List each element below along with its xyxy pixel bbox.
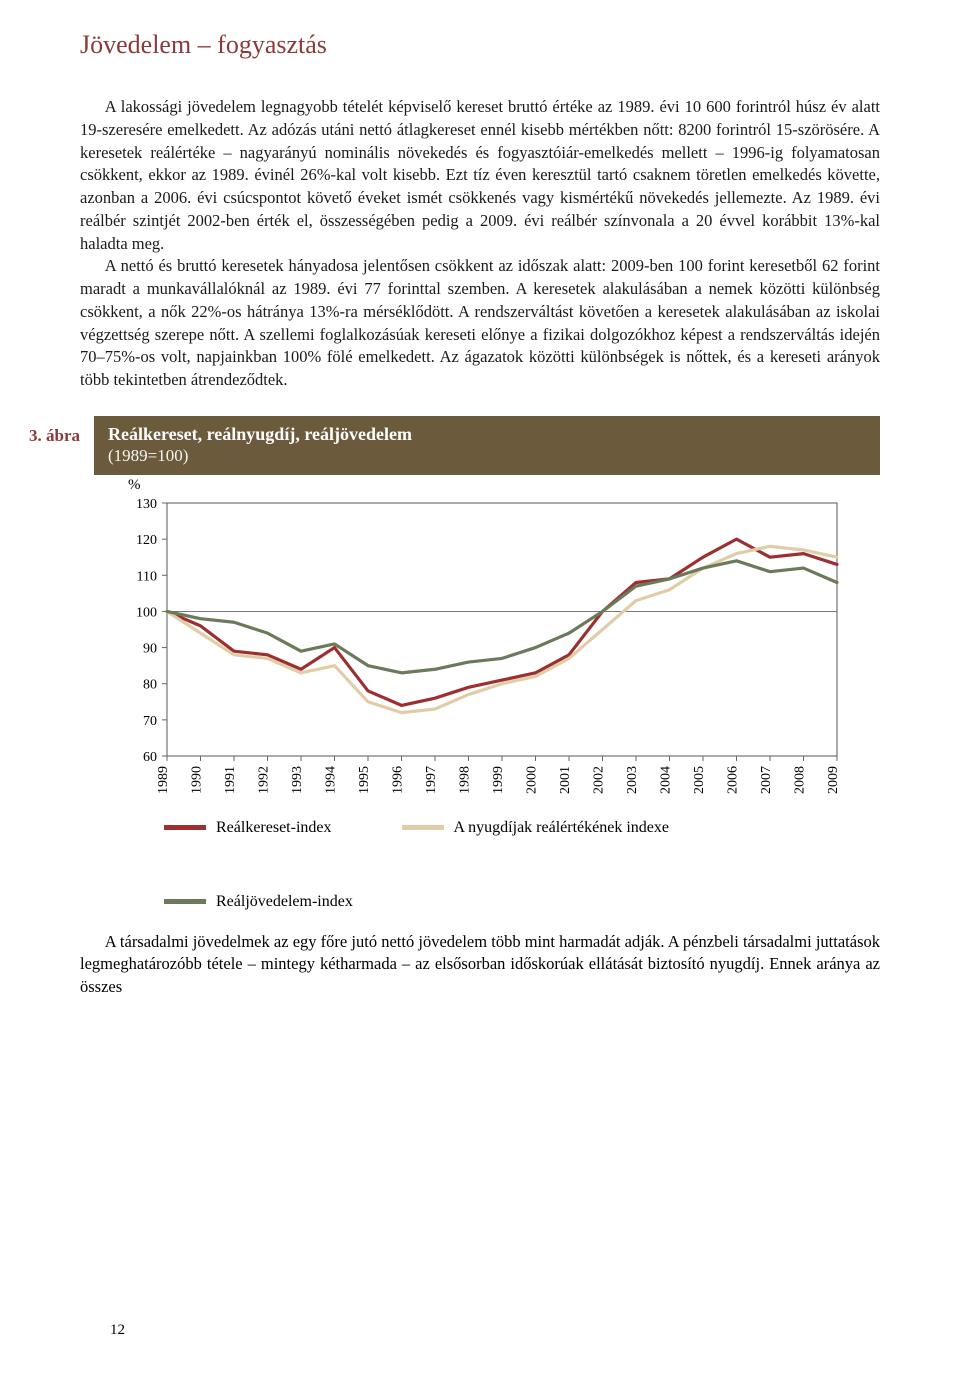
figure-content: Reálkereset, reálnyugdíj, reáljövedelem … bbox=[94, 416, 880, 911]
svg-text:1999: 1999 bbox=[491, 766, 506, 794]
legend-item: Reáljövedelem-index bbox=[164, 893, 353, 911]
svg-text:1991: 1991 bbox=[223, 766, 238, 794]
svg-text:70: 70 bbox=[143, 714, 157, 729]
chart-header: Reálkereset, reálnyugdíj, reáljövedelem … bbox=[94, 416, 880, 475]
svg-text:2007: 2007 bbox=[759, 766, 774, 794]
svg-text:1995: 1995 bbox=[357, 766, 372, 794]
svg-text:2006: 2006 bbox=[726, 766, 741, 794]
svg-text:2004: 2004 bbox=[659, 766, 674, 794]
body-paragraph-1: A lakossági jövedelem legnagyobb tételét… bbox=[80, 96, 880, 255]
svg-text:1990: 1990 bbox=[190, 766, 205, 794]
legend-swatch bbox=[402, 825, 444, 830]
section-title: Jövedelem – fogyasztás bbox=[80, 30, 880, 60]
chart-subtitle: (1989=100) bbox=[108, 445, 866, 466]
y-axis-unit: % bbox=[128, 477, 141, 494]
svg-text:90: 90 bbox=[143, 641, 157, 656]
chart-area: % 60 70 80 90 100 110 120 130 1989 1990 1991 1992 19… bbox=[94, 475, 880, 811]
svg-text:1996: 1996 bbox=[391, 766, 406, 794]
line-chart-svg: 60 70 80 90 100 110 120 130 1989 1990 1991 1992 1993… bbox=[117, 481, 857, 811]
svg-text:110: 110 bbox=[137, 569, 157, 584]
svg-text:2002: 2002 bbox=[592, 766, 607, 794]
chart-title: Reálkereset, reálnyugdíj, reáljövedelem bbox=[108, 423, 866, 446]
legend-label: Reáljövedelem-index bbox=[216, 893, 353, 911]
body-paragraph-2: A nettó és bruttó keresetek hányadosa je… bbox=[80, 255, 880, 392]
svg-text:100: 100 bbox=[136, 605, 157, 620]
svg-text:2009: 2009 bbox=[826, 766, 841, 794]
legend-item: Reálkereset-index bbox=[164, 819, 332, 837]
legend-item: A nyugdíjak reálértékének indexe bbox=[402, 819, 669, 837]
svg-text:2005: 2005 bbox=[692, 766, 707, 794]
legend-label: Reálkereset-index bbox=[216, 819, 332, 837]
legend-swatch bbox=[164, 899, 206, 904]
svg-text:80: 80 bbox=[143, 677, 157, 692]
svg-text:2000: 2000 bbox=[525, 766, 540, 794]
svg-text:2003: 2003 bbox=[625, 766, 640, 794]
figure-label: 3. ábra bbox=[18, 416, 80, 446]
svg-text:2008: 2008 bbox=[793, 766, 808, 794]
legend-label: A nyugdíjak reálértékének indexe bbox=[454, 819, 669, 837]
svg-text:130: 130 bbox=[136, 497, 157, 512]
legend-swatch bbox=[164, 825, 206, 830]
svg-text:1992: 1992 bbox=[257, 766, 272, 794]
svg-text:1993: 1993 bbox=[290, 766, 305, 794]
svg-text:1994: 1994 bbox=[324, 766, 339, 794]
closing-paragraph: A társadalmi jövedelmek az egy főre jutó… bbox=[80, 931, 880, 999]
svg-text:2001: 2001 bbox=[558, 766, 573, 794]
svg-text:1997: 1997 bbox=[424, 766, 439, 794]
svg-text:60: 60 bbox=[143, 750, 157, 765]
figure-3: 3. ábra Reálkereset, reálnyugdíj, reáljö… bbox=[80, 416, 880, 911]
svg-text:1998: 1998 bbox=[458, 766, 473, 794]
chart-legend: Reálkereset-index A nyugdíjak reálértékén… bbox=[164, 819, 880, 911]
svg-text:1989: 1989 bbox=[156, 766, 171, 794]
svg-text:120: 120 bbox=[136, 533, 157, 548]
